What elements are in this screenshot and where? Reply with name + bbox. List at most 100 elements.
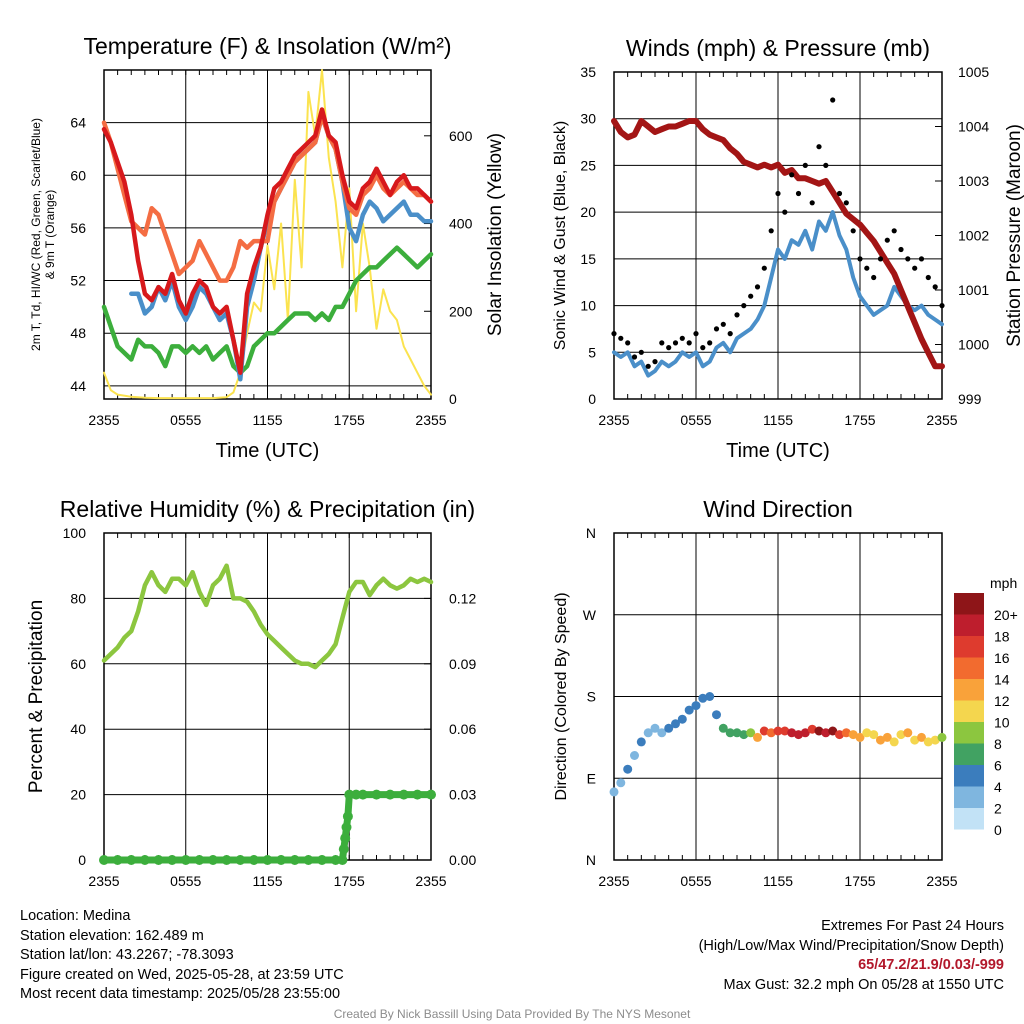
wind-direction-point: [677, 714, 687, 724]
wind-direction-point: [930, 735, 940, 745]
wind-direction-point: [780, 726, 790, 736]
precipitation-point: [153, 855, 164, 865]
y-tick-label: S: [587, 689, 596, 705]
colorbar-label: 2: [994, 800, 1002, 816]
wind-direction-point: [630, 751, 639, 760]
wind-gust-point: [884, 237, 890, 243]
colorbar-swatch: [954, 722, 984, 744]
wind-gust-point: [802, 162, 808, 168]
y-axis-label: Sonic Wind & Gust (Blue, Black): [552, 121, 569, 350]
wind-gust-point: [693, 331, 699, 337]
extremes-values: 65/47.2/21.9/0.03/-999: [858, 957, 1004, 973]
wind-gust-point: [905, 256, 911, 262]
colorbar-swatch: [954, 679, 984, 701]
wind-direction-point: [821, 728, 831, 738]
station-info: Location: Medina Station elevation: 162.…: [20, 907, 344, 1005]
y2-tick-label: 0.00: [449, 852, 476, 868]
precipitation-point: [317, 855, 327, 865]
y-tick-label: 100: [63, 525, 87, 541]
wind-gust-point: [809, 200, 815, 206]
y-axis-label-line2: & 9m T (Orange): [43, 190, 57, 280]
x-tick-label: 1155: [763, 412, 793, 428]
y-axis-label: Percent & Precipitation: [26, 600, 47, 793]
wind-gust-point: [625, 340, 631, 346]
y2-tick-label: 0: [449, 391, 457, 407]
station-elevation: Station elevation: 162.489 m: [20, 927, 204, 944]
relative-humidity-line: [101, 563, 434, 670]
y2-tick-label: 400: [449, 216, 473, 232]
wind-gust-point: [611, 331, 617, 337]
wind-direction-point: [889, 737, 899, 747]
chart-title: Temperature (F) & Insolation (W/m²): [83, 33, 451, 59]
wind-direction-point: [636, 737, 646, 747]
wind-gust-point: [618, 335, 624, 341]
x-tick-label: 2355: [926, 873, 957, 889]
x-tick-label: 2355: [598, 873, 629, 889]
precipitation-point: [338, 844, 349, 855]
wind-gust-point: [686, 340, 692, 346]
precipitation-point: [289, 855, 300, 865]
x-tick-label: 0555: [680, 873, 711, 889]
x-tick-label: 1755: [844, 873, 875, 889]
y-tick-label: W: [583, 607, 597, 623]
wind-gust-point: [768, 228, 774, 234]
wind-direction-point: [896, 730, 906, 740]
wind-gust-point: [754, 284, 761, 290]
precipitation-point: [340, 833, 351, 844]
y-tick-label: N: [586, 852, 596, 868]
y2-axis-label: Station Pressure (Maroon): [1004, 124, 1024, 347]
wind-gust-point: [843, 200, 849, 206]
wind-direction-point: [869, 730, 879, 740]
precipitation-point: [167, 855, 178, 865]
wind-speed-colorbar: mph 20+ 18 16 14 12 10 8 6 4 2 0: [954, 575, 1018, 838]
y-tick-label: 20: [580, 204, 596, 220]
wind-gust-point: [823, 162, 829, 168]
temperature-9m-line: [101, 113, 434, 283]
y-tick-label: 60: [70, 167, 86, 183]
precipitation-point: [371, 789, 382, 800]
y2-tick-label: 1005: [958, 64, 989, 80]
wind-gust-point: [782, 209, 788, 215]
colorbar-swatch: [954, 636, 984, 658]
wind-gust-point: [918, 256, 925, 262]
wind-direction-point: [923, 737, 933, 747]
colorbar-label: 6: [994, 757, 1002, 773]
wind-gust-point: [713, 326, 720, 332]
wind-gust-point: [645, 363, 651, 369]
precipitation-point: [208, 855, 218, 865]
extremes-summary: Extremes For Past 24 Hours (High/Low/Max…: [699, 917, 1004, 995]
wind-gust-point: [652, 359, 658, 365]
precipitation-point: [112, 855, 123, 865]
wind-gust-point: [932, 284, 938, 290]
wind-direction-point: [882, 732, 892, 742]
y2-tick-label: 0.03: [449, 787, 476, 803]
max-gust: Max Gust: 32.2 mph On 05/28 at 1550 UTC: [723, 976, 1004, 993]
sonic-wind-line: [612, 210, 944, 378]
wind-direction-point: [855, 732, 865, 742]
wind-direction-point: [807, 724, 817, 734]
chart-title: Wind Direction: [703, 496, 853, 522]
wind-direction-point: [794, 730, 803, 740]
wind-gust-point: [720, 321, 726, 327]
wind-gust-point: [871, 274, 877, 281]
colorbar-swatch: [954, 808, 984, 830]
wind-direction-point: [917, 732, 926, 742]
y-tick-label: 64: [70, 115, 86, 131]
x-tick-label: 2355: [415, 412, 446, 428]
y2-tick-label: 200: [449, 303, 473, 319]
colorbar-label: 8: [994, 736, 1002, 752]
station-pressure-line: [611, 118, 945, 370]
x-tick-label: 1155: [252, 412, 282, 428]
y-tick-label: 30: [580, 111, 596, 127]
precipitation-point: [385, 789, 396, 800]
x-tick-label: 1755: [844, 412, 875, 428]
wind-gust-point: [898, 246, 904, 253]
y2-tick-label: 600: [449, 128, 473, 144]
wind-direction-point: [814, 726, 824, 736]
y-tick-label: 25: [580, 157, 596, 173]
wind-direction-point: [937, 732, 947, 742]
colorbar-swatch: [954, 614, 984, 636]
y2-tick-label: 1000: [958, 337, 989, 353]
station-location: Location: Medina: [20, 908, 131, 924]
